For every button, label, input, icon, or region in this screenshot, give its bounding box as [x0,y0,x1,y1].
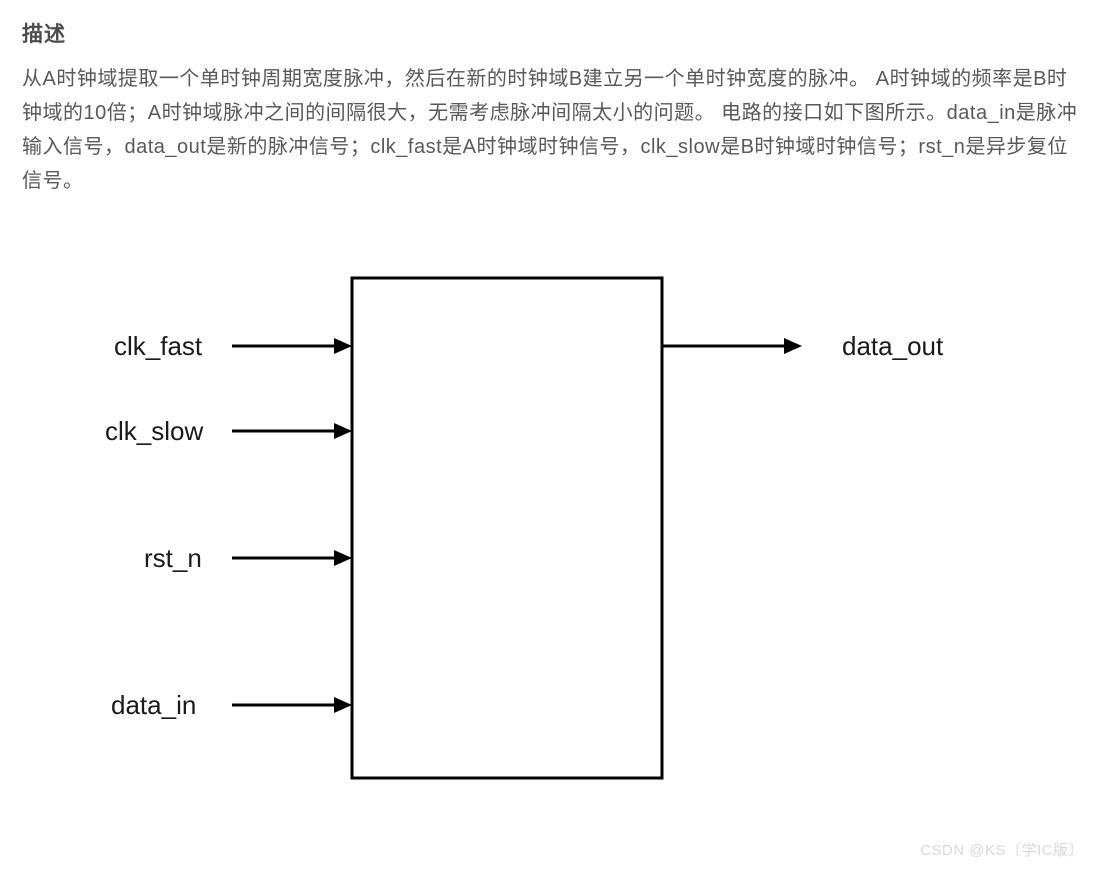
signal-arrow-head [784,338,802,354]
input-label-data_in: data_in [111,690,196,720]
module-box [352,278,662,778]
input-label-rst_n: rst_n [144,543,202,573]
watermark-text: CSDN @KS〔学IC版〕 [920,839,1084,860]
section-heading: 描述 [22,18,1080,48]
block-diagram: clk_fast clk_slow rst_n data_in data_out [22,238,1080,798]
diagram-svg: clk_fast clk_slow rst_n data_in data_out [22,238,1082,798]
signal-arrow-head [334,423,352,439]
signal-arrow-head [334,550,352,566]
signal-arrow-head [334,697,352,713]
input-label-clk_slow: clk_slow [105,416,203,446]
signal-arrow-head [334,338,352,354]
description-text: 从A时钟域提取一个单时钟周期宽度脉冲，然后在新的时钟域B建立另一个单时钟宽度的脉… [22,62,1080,198]
input-label-clk_fast: clk_fast [114,331,203,361]
output-label-data_out: data_out [842,331,944,361]
description-line-1: 从A时钟域提取一个单时钟周期宽度脉冲，然后在新的时钟域B建立另一个单时钟宽度的脉… [22,68,870,90]
